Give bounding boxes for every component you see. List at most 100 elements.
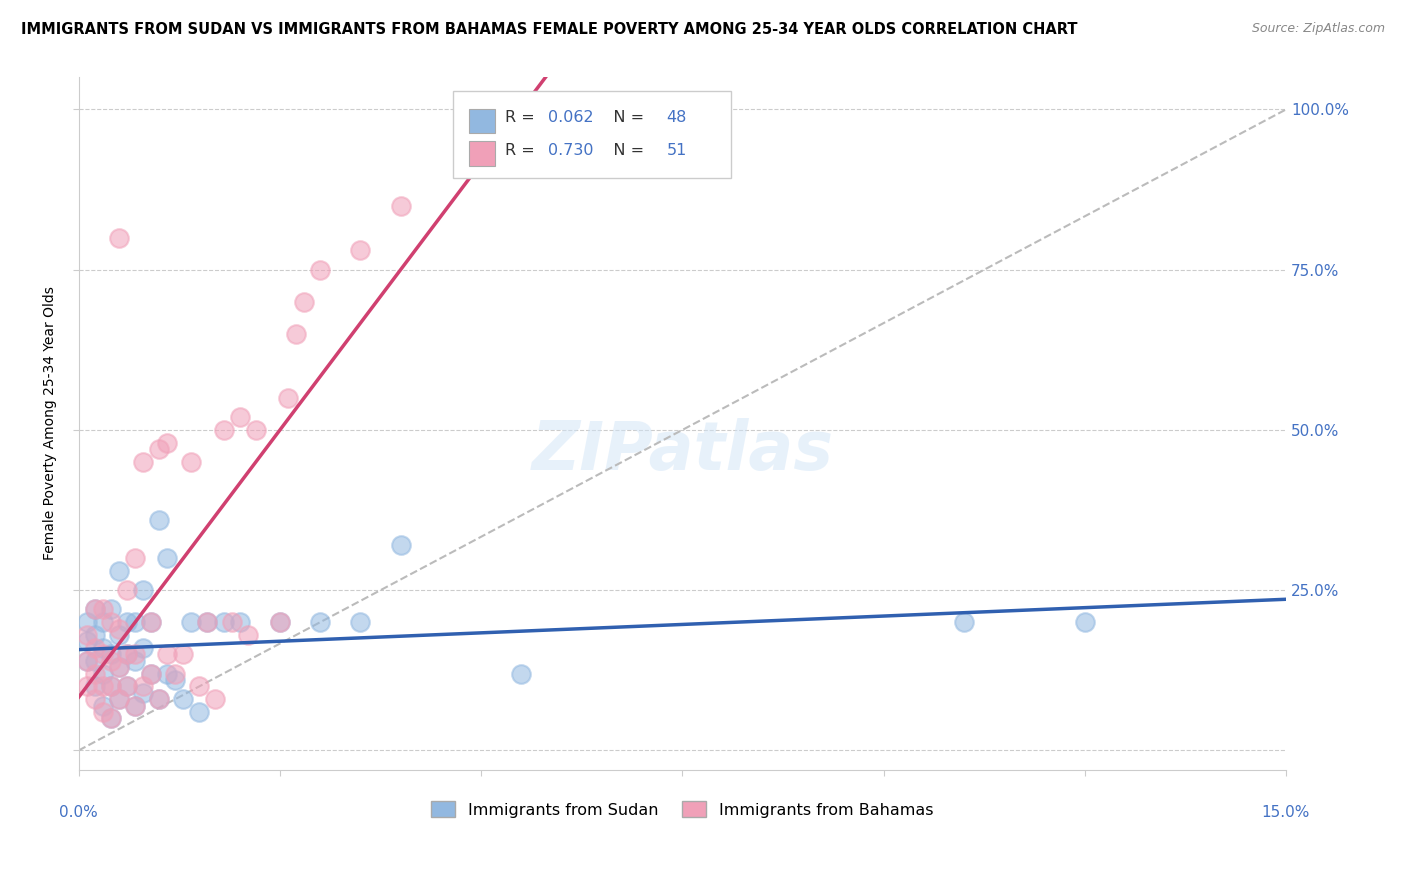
Point (132, 583, 155, 598)
Point (83, 640, 105, 655)
Point (180, 455, 202, 469)
Point (91, 648, 114, 662)
Point (132, 455, 155, 469)
Point (285, 326, 308, 341)
FancyBboxPatch shape (468, 109, 495, 133)
Point (83, 602, 105, 616)
Point (115, 679, 138, 693)
Point (389, 199, 412, 213)
Text: Source: ZipAtlas.com: Source: ZipAtlas.com (1251, 22, 1385, 36)
Point (108, 660, 131, 674)
Point (180, 615, 202, 630)
Point (269, 615, 291, 630)
Point (100, 615, 122, 630)
Point (115, 648, 138, 662)
Point (212, 423, 235, 437)
Point (132, 679, 155, 693)
Point (108, 660, 131, 674)
Point (132, 686, 155, 700)
Point (124, 648, 146, 662)
Point (108, 230, 131, 244)
Point (83, 602, 105, 616)
Point (139, 666, 162, 681)
Point (108, 692, 131, 706)
Point (953, 615, 976, 630)
Point (188, 679, 211, 693)
Point (292, 294, 315, 309)
Point (148, 692, 170, 706)
Point (108, 692, 131, 706)
Text: 0.730: 0.730 (548, 143, 593, 158)
Point (76, 654, 98, 668)
Y-axis label: Female Poverty Among 25-34 Year Olds: Female Poverty Among 25-34 Year Olds (44, 286, 58, 560)
Point (139, 615, 162, 630)
Point (349, 615, 371, 630)
FancyBboxPatch shape (468, 142, 495, 166)
Point (228, 615, 250, 630)
Point (148, 692, 170, 706)
Point (124, 698, 146, 713)
Text: N =: N = (598, 110, 650, 125)
Point (172, 692, 194, 706)
Text: ZIPatlas: ZIPatlas (531, 418, 834, 484)
Point (76, 628, 98, 642)
Point (76, 615, 98, 630)
Point (91, 666, 114, 681)
Point (108, 622, 131, 636)
Text: IMMIGRANTS FROM SUDAN VS IMMIGRANTS FROM BAHAMAS FEMALE POVERTY AMONG 25-34 YEAR: IMMIGRANTS FROM SUDAN VS IMMIGRANTS FROM… (21, 22, 1077, 37)
Point (156, 648, 179, 662)
Point (156, 435, 179, 450)
Point (197, 615, 219, 630)
Point (124, 551, 146, 566)
Point (172, 648, 194, 662)
Point (124, 654, 146, 668)
Point (349, 244, 371, 258)
Point (115, 615, 138, 630)
Point (197, 615, 219, 630)
Point (108, 564, 131, 578)
Point (156, 551, 179, 566)
Point (139, 615, 162, 630)
Text: R =: R = (505, 143, 540, 158)
Point (108, 628, 131, 642)
Point (148, 513, 170, 527)
Point (115, 679, 138, 693)
Point (76, 679, 98, 693)
Text: 15.0%: 15.0% (1261, 805, 1310, 820)
Text: 51: 51 (666, 143, 688, 158)
Point (100, 654, 122, 668)
Point (277, 391, 299, 405)
Point (269, 615, 291, 630)
Point (100, 602, 122, 616)
Legend: Immigrants from Sudan, Immigrants from Bahamas: Immigrants from Sudan, Immigrants from B… (425, 795, 939, 824)
Point (83, 666, 105, 681)
Point (100, 679, 122, 693)
Point (76, 634, 98, 648)
FancyBboxPatch shape (453, 91, 731, 178)
Point (100, 711, 122, 725)
Point (91, 679, 114, 693)
Point (132, 640, 155, 655)
Point (236, 628, 259, 642)
Point (389, 538, 412, 552)
Point (221, 615, 243, 630)
Point (83, 692, 105, 706)
Point (139, 666, 162, 681)
Text: R =: R = (505, 110, 540, 125)
Point (115, 583, 138, 598)
Point (165, 666, 187, 681)
Point (83, 679, 105, 693)
Point (156, 666, 179, 681)
Point (148, 442, 170, 457)
Point (100, 679, 122, 693)
Point (115, 648, 138, 662)
Point (228, 410, 250, 425)
Point (91, 698, 114, 713)
Point (100, 648, 122, 662)
Point (309, 615, 332, 630)
Point (100, 711, 122, 725)
Text: 48: 48 (666, 110, 688, 125)
Point (76, 654, 98, 668)
Point (91, 705, 114, 719)
Text: 0.0%: 0.0% (59, 805, 98, 820)
